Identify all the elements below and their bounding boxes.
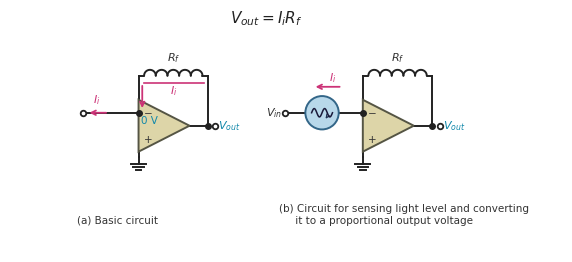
Text: 0 V: 0 V [141,116,158,125]
Text: $V_{out}$: $V_{out}$ [219,119,241,133]
Text: $I_i$: $I_i$ [93,93,101,107]
Polygon shape [363,100,414,152]
Text: $R_f$: $R_f$ [166,52,180,66]
Polygon shape [138,100,189,152]
Text: $+$: $+$ [143,134,153,145]
Text: $I_i$: $I_i$ [170,84,177,98]
Text: $-$: $-$ [143,107,153,117]
Circle shape [305,96,339,129]
Text: $I_i$: $I_i$ [328,71,336,85]
Text: $+$: $+$ [367,134,377,145]
Text: $R_f$: $R_f$ [391,52,404,66]
Text: $-$: $-$ [367,107,377,117]
Text: (a) Basic circuit: (a) Basic circuit [77,216,158,226]
Text: $V_{out}$: $V_{out}$ [443,119,465,133]
Text: $V_{in}$: $V_{in}$ [266,106,282,120]
Text: $V_{out} = I_iR_f$: $V_{out} = I_iR_f$ [230,10,303,29]
Text: (b) Circuit for sensing light level and converting
     it to a proportional out: (b) Circuit for sensing light level and … [279,204,530,226]
